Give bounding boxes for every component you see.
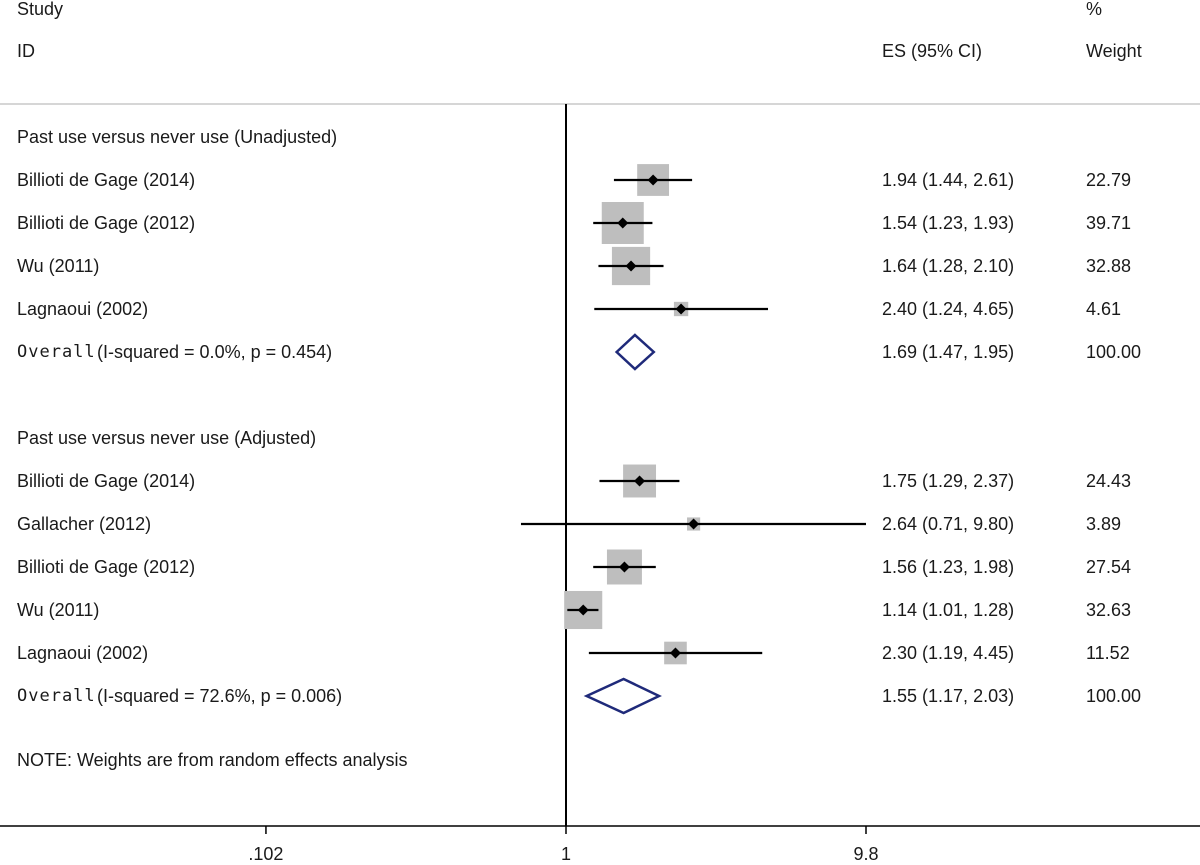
header-es-label: ES (95% CI) [882,41,983,61]
header-study-label: Study [17,0,64,19]
footnote: NOTE: Weights are from random effects an… [17,750,408,770]
header-percent-label: % [1086,0,1103,19]
overall-label: Overall [17,342,96,362]
study-name: Billioti de Gage (2012) [17,213,196,233]
study-name: Gallacher (2012) [17,514,152,534]
study-point-estimate [647,174,659,186]
header-id-label: ID [17,41,35,61]
study-weight: 32.88 [1086,256,1132,276]
study-point-estimate [618,561,630,573]
group-title: Past use versus never use (Adjusted) [17,428,317,448]
x-tick-label: 9.8 [853,844,879,864]
study-es-ci: 1.56 (1.23, 1.98) [882,557,1015,577]
study-point-estimate [675,303,687,315]
study-name: Lagnaoui (2002) [17,643,149,663]
study-weight: 22.79 [1086,170,1132,190]
study-name: Wu (2011) [17,600,100,620]
x-tick-label: .102 [248,844,284,864]
study-weight: 3.89 [1086,514,1122,534]
header-weight-label: Weight [1086,41,1142,61]
study-es-ci: 1.14 (1.01, 1.28) [882,600,1015,620]
study-weight: 24.43 [1086,471,1132,491]
overall-es-ci: 1.69 (1.47, 1.95) [882,342,1015,362]
overall-weight: 100.00 [1086,686,1142,706]
overall-diamond [614,333,656,371]
overall-heterogeneity: (I-squared = 0.0%, p = 0.454) [97,342,333,362]
overall-es-ci: 1.55 (1.17, 2.03) [882,686,1015,706]
study-point-estimate [625,260,637,272]
study-weight: 11.52 [1086,643,1130,663]
study-es-ci: 1.75 (1.29, 2.37) [882,471,1015,491]
study-es-ci: 2.30 (1.19, 4.45) [882,643,1015,663]
study-name: Wu (2011) [17,256,100,276]
study-point-estimate [688,518,700,530]
study-weight: 39.71 [1086,213,1132,233]
study-name: Billioti de Gage (2014) [17,471,196,491]
study-weight: 27.54 [1086,557,1132,577]
study-weight: 32.63 [1086,600,1132,620]
group-title: Past use versus never use (Unadjusted) [17,127,338,147]
study-point-estimate [617,217,629,229]
overall-label: Overall [17,686,96,706]
study-point-estimate [669,647,681,659]
overall-heterogeneity: (I-squared = 72.6%, p = 0.006) [97,686,343,706]
study-es-ci: 2.40 (1.24, 4.65) [882,299,1015,319]
study-es-ci: 2.64 (0.71, 9.80) [882,514,1015,534]
study-es-ci: 1.54 (1.23, 1.93) [882,213,1015,233]
study-name: Billioti de Gage (2014) [17,170,196,190]
study-point-estimate [634,475,646,487]
study-point-estimate [577,604,589,616]
overall-diamond [583,677,662,715]
study-es-ci: 1.64 (1.28, 2.10) [882,256,1015,276]
study-es-ci: 1.94 (1.44, 2.61) [882,170,1015,190]
study-name: Billioti de Gage (2012) [17,557,196,577]
study-weight: 4.61 [1086,299,1122,319]
overall-weight: 100.00 [1086,342,1142,362]
study-name: Lagnaoui (2002) [17,299,149,319]
x-tick-label: 1 [560,844,572,864]
